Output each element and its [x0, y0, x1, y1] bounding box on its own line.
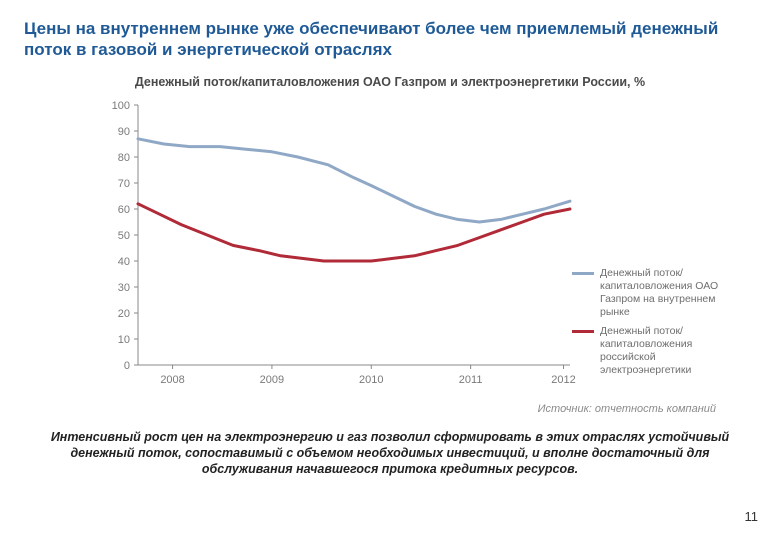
- svg-text:50: 50: [118, 230, 130, 242]
- svg-text:2010: 2010: [359, 374, 383, 386]
- source-note: Источник: отчетность компаний: [24, 403, 716, 415]
- svg-text:100: 100: [112, 100, 130, 112]
- chart-container: 0102030405060708090100200820092010201120…: [100, 95, 740, 395]
- page-title: Цены на внутреннем рынке уже обеспечиваю…: [24, 18, 756, 61]
- chart-subtitle: Денежный поток/капиталовложения ОАО Газп…: [24, 75, 756, 89]
- svg-text:2009: 2009: [260, 374, 284, 386]
- svg-text:60: 60: [118, 204, 130, 216]
- svg-text:20: 20: [118, 308, 130, 320]
- legend-label: Денежный поток/капиталовложения ОАО Газп…: [600, 267, 740, 320]
- legend-swatch: [572, 330, 594, 333]
- svg-text:30: 30: [118, 282, 130, 294]
- legend-item: Денежный поток/капиталовложения ОАО Газп…: [572, 267, 740, 320]
- svg-text:2008: 2008: [160, 374, 184, 386]
- svg-text:40: 40: [118, 256, 130, 268]
- legend-label: Денежный поток/капиталовложения российск…: [600, 325, 740, 378]
- svg-text:2011: 2011: [459, 374, 483, 386]
- page-number: 11: [745, 509, 759, 524]
- svg-text:10: 10: [118, 334, 130, 346]
- footnote-text: Интенсивный рост цен на электроэнергию и…: [42, 429, 738, 478]
- svg-text:90: 90: [118, 126, 130, 138]
- chart-legend: Денежный поток/капиталовложения ОАО Газп…: [572, 267, 740, 384]
- svg-text:0: 0: [124, 360, 130, 372]
- legend-item: Денежный поток/капиталовложения российск…: [572, 325, 740, 378]
- legend-swatch: [572, 272, 594, 275]
- svg-text:70: 70: [118, 178, 130, 190]
- svg-text:80: 80: [118, 152, 130, 164]
